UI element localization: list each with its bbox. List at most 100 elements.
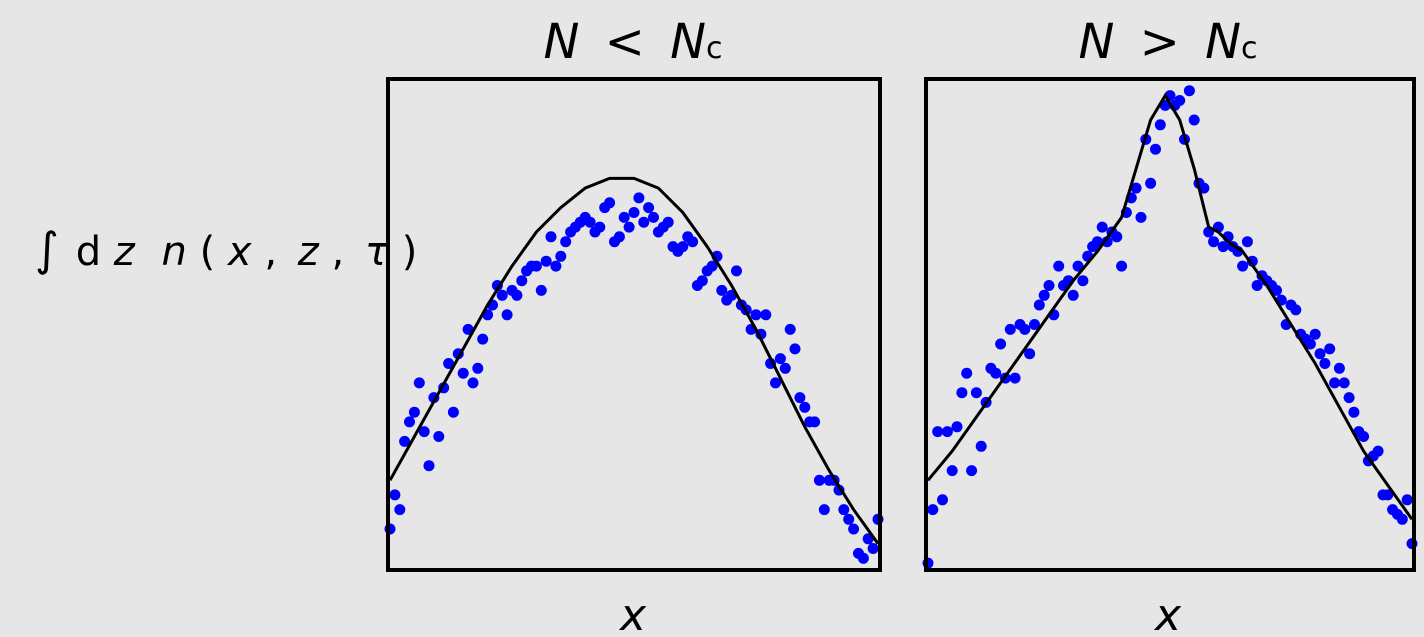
data-point [697, 275, 708, 286]
data-point [1184, 85, 1195, 96]
panel-left-x-label: x [618, 590, 647, 637]
data-point [433, 431, 444, 442]
data-point [785, 324, 796, 335]
data-point [546, 231, 557, 242]
data-point [555, 251, 566, 262]
data-point [1348, 407, 1359, 418]
data-point [1324, 343, 1335, 354]
data-point [1329, 377, 1340, 388]
panel-left-points [385, 192, 884, 563]
data-point [687, 236, 698, 247]
data-point [809, 416, 820, 427]
data-point [619, 212, 630, 223]
panel-left-title: N < Nc [543, 14, 722, 70]
panel-right-title-subscript: c [1241, 31, 1258, 66]
data-point [594, 222, 605, 233]
data-point [1237, 261, 1248, 272]
data-point [458, 368, 469, 379]
data-point [604, 197, 615, 208]
data-point [629, 207, 640, 218]
data-point [799, 402, 810, 413]
data-point [716, 285, 727, 296]
data-point [585, 217, 596, 228]
data-point [1373, 446, 1384, 457]
data-point [814, 475, 825, 486]
data-point [541, 256, 552, 267]
comma-2: , [331, 229, 344, 275]
data-point [1344, 392, 1355, 403]
integral-sign: ∫ [35, 222, 59, 276]
data-point [1334, 363, 1345, 374]
close-paren: ) [402, 229, 418, 275]
data-point [961, 368, 972, 379]
data-point [819, 504, 830, 515]
data-point [1252, 280, 1263, 291]
data-point [1397, 514, 1408, 525]
data-point [1097, 222, 1108, 233]
data-point [448, 407, 459, 418]
panel-right-title-N: N [1078, 14, 1114, 70]
data-point [677, 241, 688, 252]
data-point [1005, 324, 1016, 335]
data-point [1315, 348, 1326, 359]
data-point [1111, 231, 1122, 242]
data-point [638, 217, 649, 228]
data-point [624, 222, 635, 233]
data-point [952, 421, 963, 432]
data-point [1053, 261, 1064, 272]
data-point [1189, 115, 1200, 126]
data-point [1150, 144, 1161, 155]
arg-x: x [226, 229, 252, 275]
data-point [1310, 329, 1321, 340]
panel-right: N > Nc x [923, 14, 1418, 637]
data-point [497, 290, 508, 301]
data-point [663, 217, 674, 228]
differential-d: d [76, 229, 101, 275]
data-point [1145, 178, 1156, 189]
data-point [1019, 324, 1030, 335]
panel-left-title-Nc: N [670, 14, 706, 70]
data-point [1339, 377, 1350, 388]
open-paren: ( [200, 229, 216, 275]
data-point [731, 265, 742, 276]
panel-right-title-Nc: N [1205, 14, 1241, 70]
data-point [780, 363, 791, 374]
data-point [995, 339, 1006, 350]
data-point [1039, 290, 1050, 301]
data-point [1402, 494, 1413, 505]
data-point [1242, 236, 1253, 247]
data-point [848, 524, 859, 535]
differential-z: z [113, 229, 136, 275]
data-point [614, 231, 625, 242]
data-point [932, 426, 943, 437]
data-point [502, 309, 513, 320]
data-point [1116, 261, 1127, 272]
data-point [790, 343, 801, 354]
density-n: n [162, 229, 187, 275]
data-point [409, 407, 420, 418]
panel-right-curve [928, 96, 1412, 520]
data-point [468, 377, 479, 388]
panel-right-points [923, 85, 1418, 568]
panel-left-title-subscript: c [706, 31, 723, 66]
panel-right-title-relation: > [1140, 14, 1180, 70]
data-point [404, 416, 415, 427]
panel-left-frame [388, 79, 880, 570]
data-point [971, 387, 982, 398]
data-point [1208, 236, 1219, 247]
data-point [794, 392, 805, 403]
data-point [643, 202, 654, 213]
data-point [1136, 212, 1147, 223]
data-point [942, 426, 953, 437]
data-point [990, 368, 1001, 379]
data-point [843, 514, 854, 525]
data-point [775, 353, 786, 364]
data-point [1290, 304, 1301, 315]
data-point [472, 363, 483, 374]
panel-right-x-label: x [1153, 590, 1182, 637]
comma-1: , [264, 229, 277, 275]
data-point [1034, 300, 1045, 311]
y-axis-label: ∫ d z n ( x , z , τ ) [35, 222, 417, 276]
data-point [751, 309, 762, 320]
panel-left-title-relation: < [605, 14, 645, 70]
